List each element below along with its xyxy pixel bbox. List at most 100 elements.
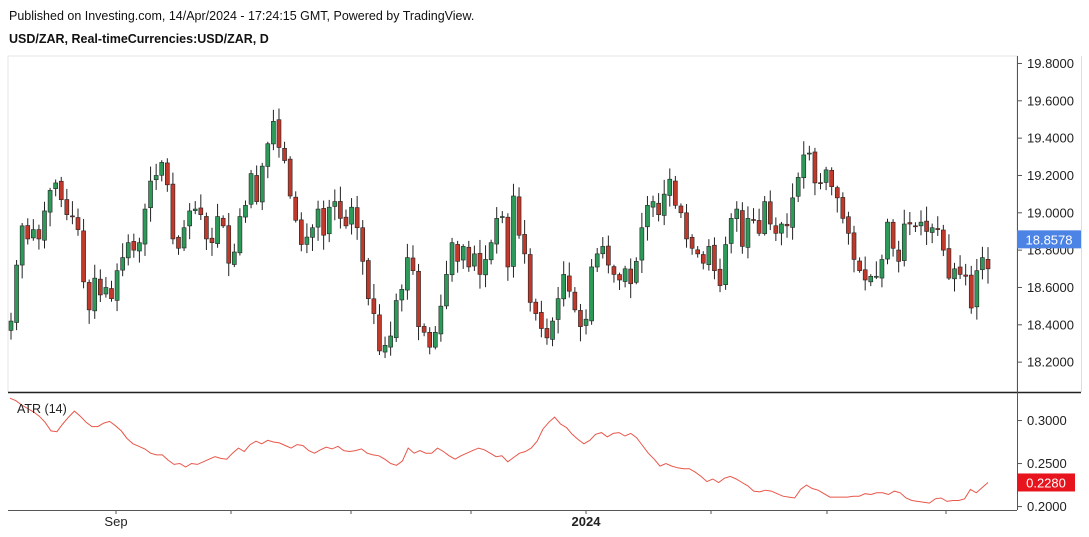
candle-body [712, 244, 717, 271]
candle-body [176, 236, 181, 249]
candle-body [399, 289, 405, 301]
candle-body [589, 266, 594, 322]
atr-tick-label: 0.3000 [1027, 413, 1067, 428]
candle-body [14, 264, 19, 323]
candle-body [142, 208, 148, 245]
candle-body [706, 246, 712, 265]
candle-body [449, 242, 455, 276]
candle-body [874, 275, 879, 278]
candle-body [460, 246, 466, 261]
x-tick-label: Sep [104, 514, 127, 529]
candle-body [47, 190, 53, 213]
atr-tick-label: 0.2000 [1027, 499, 1067, 514]
candle-body [81, 230, 86, 283]
candle-body [438, 305, 444, 335]
candle-body [935, 228, 941, 230]
candle-body [734, 208, 740, 219]
candle-body [137, 242, 142, 252]
candle-body [929, 227, 935, 233]
candle-body [232, 251, 237, 265]
candle-body [717, 268, 723, 286]
candle-body [985, 259, 991, 270]
candle-body [745, 218, 751, 248]
candle-body [851, 232, 857, 260]
candle-body [539, 312, 544, 329]
price-tick-label: 18.2000 [1027, 355, 1074, 370]
candle-body [974, 270, 980, 308]
candle-body [187, 210, 192, 227]
candle-body [382, 345, 388, 353]
candle-body [650, 201, 656, 208]
atr-tick-label: 0.2500 [1027, 456, 1067, 471]
candle-body [656, 202, 661, 215]
candle-body [410, 257, 416, 271]
candle-body [918, 221, 924, 227]
candle-body [159, 162, 165, 176]
candle-body [790, 197, 795, 228]
candle-body [924, 220, 929, 232]
candle-body [204, 216, 209, 240]
candle-body [516, 196, 522, 236]
candle-body [153, 175, 159, 181]
price-tick-label: 19.2000 [1027, 168, 1074, 183]
price-tick-label: 19.4000 [1027, 131, 1074, 146]
candle-body [192, 208, 198, 211]
candle-body [75, 217, 81, 230]
candle-body [36, 229, 42, 240]
candle-body [807, 152, 812, 155]
candle-body [834, 187, 840, 199]
candle-body [606, 245, 611, 266]
candle-body [661, 193, 667, 216]
candle-body [388, 335, 393, 348]
candle-body [751, 219, 756, 221]
candle-body [583, 318, 589, 326]
candle-body [259, 165, 265, 203]
candle-body [941, 229, 946, 251]
candle-body [695, 249, 700, 255]
candle-body [114, 270, 120, 301]
candle-body [633, 261, 639, 283]
candle-body [868, 275, 874, 283]
candle-body [723, 244, 728, 286]
candle-body [427, 332, 433, 348]
candle-body [818, 182, 823, 184]
candle-body [522, 234, 527, 255]
publish-info: Published on Investing.com, 14/Apr/2024 … [9, 9, 475, 23]
candle-body [64, 199, 70, 215]
candle-body [678, 205, 684, 214]
candle-body [209, 237, 215, 243]
candle-body [416, 270, 421, 327]
price-tick-label: 18.6000 [1027, 280, 1074, 295]
candle-body [432, 331, 438, 348]
candle-body [823, 169, 829, 183]
candle-body [165, 162, 170, 186]
candle-body [109, 288, 114, 299]
candle-body [555, 298, 561, 320]
candle-body [885, 221, 890, 260]
candle-body [31, 229, 36, 239]
candle-body [326, 206, 332, 235]
atr-last-label: 0.2280 [1026, 475, 1066, 490]
candle-body [801, 154, 807, 179]
candle-body [243, 205, 248, 218]
candle-body [907, 222, 913, 225]
candle-body [890, 221, 896, 249]
candle-body [310, 227, 315, 238]
candle-body [226, 225, 232, 264]
candle-body [533, 301, 539, 314]
candle-body [354, 207, 360, 229]
price-tick-label: 19.8000 [1027, 56, 1074, 71]
candle-body [857, 260, 862, 271]
candle-body [600, 246, 606, 255]
candle-body [689, 236, 695, 249]
candle-body [879, 259, 885, 279]
candle-body [254, 175, 259, 202]
candle-body [237, 216, 243, 254]
candle-body [293, 196, 299, 221]
candle-body [338, 201, 343, 219]
candle-body [315, 208, 321, 228]
candle-body [639, 227, 645, 261]
candle-body [248, 173, 254, 205]
candle-body [58, 180, 64, 201]
